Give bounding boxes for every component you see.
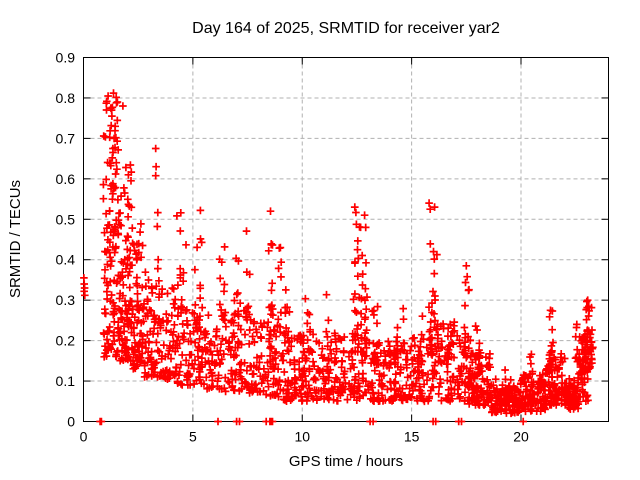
svg-text:0.4: 0.4 (56, 252, 76, 268)
svg-text:0.2: 0.2 (56, 333, 76, 349)
svg-text:0.7: 0.7 (56, 130, 76, 146)
scatter-points-path (80, 89, 597, 426)
tick-labels: 0 0.1 0.2 0.3 0.4 0.5 0.6 0.7 0.8 0.9 0 5 10 15 20 (56, 50, 529, 445)
svg-text:0.3: 0.3 (56, 292, 76, 308)
svg-text:0.1: 0.1 (56, 373, 76, 389)
svg-text:0.5: 0.5 (56, 211, 76, 227)
chart-title: Day 164 of 2025, SRMTID for receiver yar… (192, 20, 500, 37)
svg-text:0: 0 (67, 414, 75, 430)
svg-text:0.9: 0.9 (56, 50, 76, 66)
svg-text:20: 20 (513, 429, 529, 445)
svg-text:0.8: 0.8 (56, 90, 76, 106)
data-points (80, 89, 597, 426)
svg-text:0: 0 (80, 429, 88, 445)
y-axis-label: SRMTID / TECUs (7, 180, 24, 298)
svg-text:5: 5 (189, 429, 197, 445)
x-axis-label: GPS time / hours (289, 453, 403, 470)
svg-text:10: 10 (294, 429, 310, 445)
svg-text:0.6: 0.6 (56, 171, 76, 187)
svg-text:15: 15 (404, 429, 420, 445)
axes (83, 57, 609, 422)
